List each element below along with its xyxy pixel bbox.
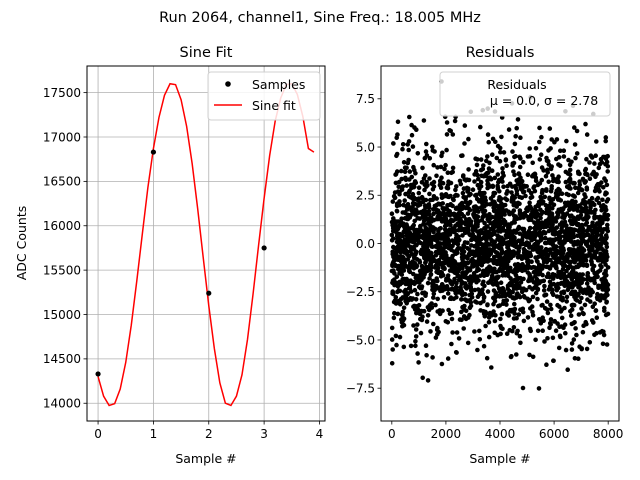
y-tick-label: 15000	[43, 308, 81, 322]
x-tick-label: 0	[388, 427, 396, 441]
x-tick-label: 4000	[485, 427, 516, 441]
x-tick-label: 1	[150, 427, 158, 441]
plot-area	[389, 79, 611, 391]
y-tick-label: 0.0	[356, 237, 375, 251]
y-tick-label: 17000	[43, 130, 81, 144]
y-tick-label: 14000	[43, 397, 81, 411]
axes-frame	[86, 65, 326, 422]
legend: Samples Sine fit	[207, 71, 321, 121]
sample-point	[261, 245, 267, 251]
x-tick-label: 3	[260, 427, 268, 441]
legend: Residuals μ = 0.0, σ = 2.78	[439, 71, 611, 117]
y-tick-label: −2.5	[346, 285, 375, 299]
legend-label-fit: Sine fit	[252, 98, 296, 113]
x-tick-label: 2	[205, 427, 213, 441]
x-tick-label: 6000	[539, 427, 570, 441]
y-tick-label: −7.5	[346, 382, 375, 396]
residual-points	[389, 79, 611, 391]
legend-label-stats: μ = 0.0, σ = 2.78	[490, 93, 598, 108]
sample-point	[206, 290, 212, 296]
y-tick-label: 16000	[43, 219, 81, 233]
sine-fit-chart: Sine Fit 0 1 2 3 4 14000 14500 15000 15500 16000 1…	[14, 45, 326, 466]
legend-label-residuals: Residuals	[487, 77, 546, 92]
x-tick-label: 2000	[431, 427, 462, 441]
sample-point	[95, 371, 101, 377]
residuals-chart: Residuals 0 2000 4000 6000 8000−7.5−5.0−2.50…	[346, 45, 624, 466]
y-tick-label: 7.5	[356, 92, 375, 106]
y-tick-label: 2.5	[356, 189, 375, 203]
y-tick-label: 5.0	[356, 140, 375, 154]
y-axis-label: ADC Counts	[14, 206, 29, 281]
y-tick-label: 14500	[43, 352, 81, 366]
y-tick-label: 17500	[43, 86, 81, 100]
y-tick-label: −5.0	[346, 333, 375, 347]
x-tick-label: 4	[316, 427, 324, 441]
chart-title: Sine Fit	[180, 45, 233, 61]
legend-marker-samples	[225, 81, 231, 87]
legend-label-samples: Samples	[252, 77, 305, 92]
axis-ticks: 0 1 2 3 4 14000 14500 15000 15500 16000 16500 17000…	[43, 86, 323, 441]
axis-ticks: 0 2000 4000 6000 8000 −7.5 −5.0 −2.5 0.0 2.5 5.0 7.…	[346, 92, 624, 441]
y-tick-label: 15500	[43, 263, 81, 277]
x-tick-label: 0	[94, 427, 102, 441]
sample-point	[150, 149, 157, 155]
x-axis-label: Sample #	[469, 451, 530, 466]
x-axis-label: Sample #	[175, 451, 236, 466]
chart-title: Residuals	[466, 45, 535, 61]
x-tick-label: 8000	[593, 427, 624, 441]
figure-suptitle: Run 2064, channel1, Sine Freq.: 18.005 M…	[159, 10, 481, 26]
y-tick-label: 16500	[43, 175, 81, 189]
